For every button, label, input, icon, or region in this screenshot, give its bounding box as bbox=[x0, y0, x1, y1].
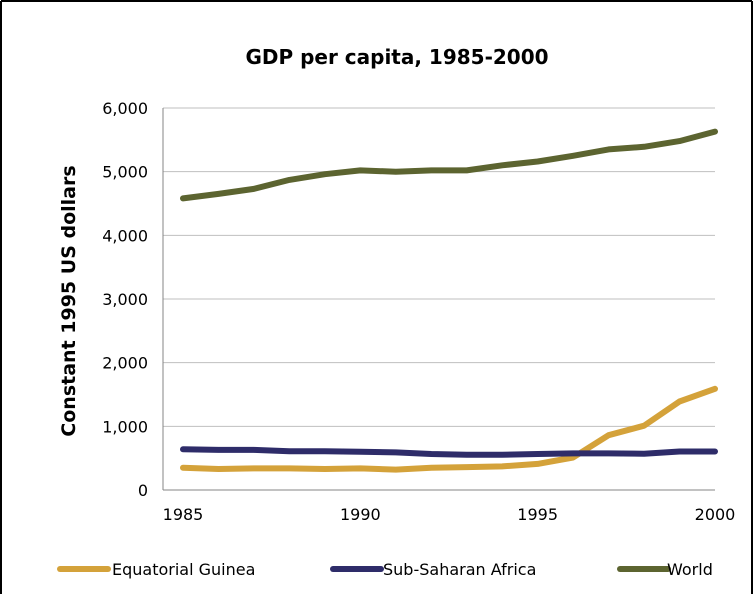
y-tick-label: 2,000 bbox=[102, 354, 148, 373]
y-tick-label: 4,000 bbox=[102, 226, 148, 245]
x-tick-label: 1995 bbox=[517, 505, 558, 524]
x-tick-label: 1990 bbox=[340, 505, 381, 524]
legend-label: Equatorial Guinea bbox=[112, 560, 255, 579]
series-line-equatorial-guinea bbox=[180, 385, 718, 473]
y-tick-label: 1,000 bbox=[102, 417, 148, 436]
series-line-sub-saharan-africa bbox=[180, 446, 718, 458]
y-tick-label: 6,000 bbox=[102, 99, 148, 118]
legend-label: World bbox=[667, 560, 713, 579]
x-tick-label: 2000 bbox=[695, 505, 736, 524]
x-tick-label: 1985 bbox=[163, 505, 204, 524]
y-axis-label: Constant 1995 US dollars bbox=[58, 165, 80, 436]
gridlines bbox=[163, 107, 715, 427]
y-tick-label: 0 bbox=[138, 481, 148, 500]
chart-title: GDP per capita, 1985-2000 bbox=[245, 45, 548, 69]
axes bbox=[162, 108, 715, 491]
y-tick-label: 3,000 bbox=[102, 290, 148, 309]
legend: Equatorial Guinea Sub-Saharan Africa World bbox=[57, 560, 713, 579]
legend-label: Sub-Saharan Africa bbox=[383, 560, 536, 579]
series-line-world bbox=[180, 128, 718, 202]
y-tick-label: 5,000 bbox=[102, 163, 148, 182]
tick-labels: 0 1,000 2,000 3,000 4,000 5,000 6,000 1985 1990 1… bbox=[102, 99, 735, 524]
series-lines bbox=[180, 128, 718, 473]
